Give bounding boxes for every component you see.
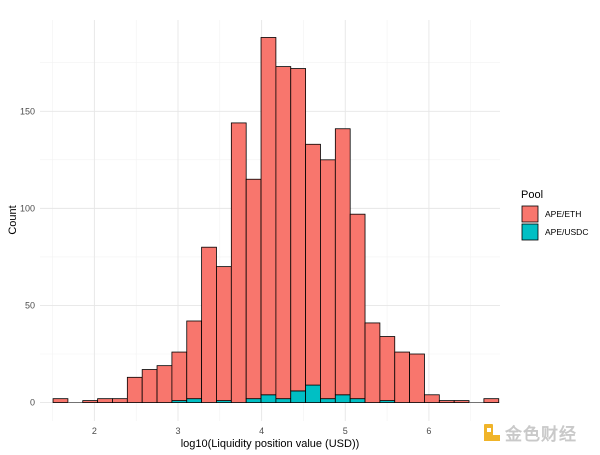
bar-ape-eth [453, 400, 470, 403]
bar-ape-eth [349, 213, 366, 400]
bar-ape-usdc [245, 398, 262, 403]
legend-key-ape-usdc [521, 223, 539, 241]
bar-ape-usdc [349, 398, 366, 403]
bar-ape-usdc [275, 398, 292, 403]
x-tick-label: 2 [92, 426, 97, 436]
bar-ape-eth [126, 376, 143, 403]
bar-ape-eth [52, 398, 69, 403]
x-axis-title: log10(Liquidity position value (USD)) [181, 438, 360, 450]
y-tick-label: 100 [20, 203, 35, 213]
bar-ape-eth [201, 246, 217, 403]
bar-ape-eth [320, 159, 336, 400]
bar-ape-eth [230, 122, 247, 403]
bar-ape-eth [275, 66, 292, 400]
y-tick-label: 0 [30, 398, 35, 408]
bar-ape-eth [438, 400, 455, 403]
x-tick-label: 6 [426, 426, 431, 436]
bar-ape-eth [97, 398, 113, 403]
bar-ape-eth [424, 394, 440, 403]
watermark-text: 金色财经 [504, 424, 577, 444]
bar-ape-eth [334, 128, 351, 396]
y-axis-title: Count [7, 205, 19, 234]
bar-ape-usdc [320, 398, 336, 403]
bar-ape-eth [409, 353, 425, 403]
bar-ape-eth [364, 322, 381, 403]
bar-ape-eth [171, 351, 188, 402]
y-tick-label: 50 [25, 300, 35, 310]
bar-ape-eth [82, 400, 99, 403]
legend: Pool APE/ETH APE/USDC [521, 189, 588, 241]
bar-ape-eth [379, 336, 396, 402]
bar-ape-eth [245, 178, 262, 400]
bar-ape-eth [394, 351, 411, 403]
bar-ape-eth [216, 266, 232, 402]
bar-ape-eth [141, 369, 158, 403]
legend-title: Pool [521, 189, 543, 201]
bar-ape-usdc [186, 398, 203, 403]
bar-ape-usdc [305, 384, 321, 403]
bar-ape-usdc [260, 394, 277, 403]
x-axis-ticks: 2 3 4 5 6 [92, 426, 432, 436]
bar-ape-usdc [290, 390, 307, 403]
watermark-logo: 金色财经 [484, 424, 577, 444]
bar-ape-eth [156, 365, 173, 403]
bar-ape-eth [260, 37, 277, 396]
legend-key-ape-eth [521, 205, 539, 223]
bar-ape-eth [112, 398, 128, 403]
bar-ape-eth [483, 398, 500, 403]
legend-label-ape-usdc: APE/USDC [545, 227, 588, 237]
bar-ape-usdc [334, 394, 351, 403]
bar-ape-eth [290, 68, 307, 392]
bar-ape-eth [186, 320, 203, 400]
y-tick-label: 150 [20, 106, 35, 116]
x-tick-label: 4 [259, 426, 264, 436]
bars [52, 37, 500, 403]
bar-ape-eth [305, 143, 321, 386]
x-tick-label: 5 [343, 426, 348, 436]
x-tick-label: 3 [175, 426, 180, 436]
legend-label-ape-eth: APE/ETH [545, 209, 581, 219]
y-axis-ticks: 0 50 100 150 [20, 106, 35, 407]
